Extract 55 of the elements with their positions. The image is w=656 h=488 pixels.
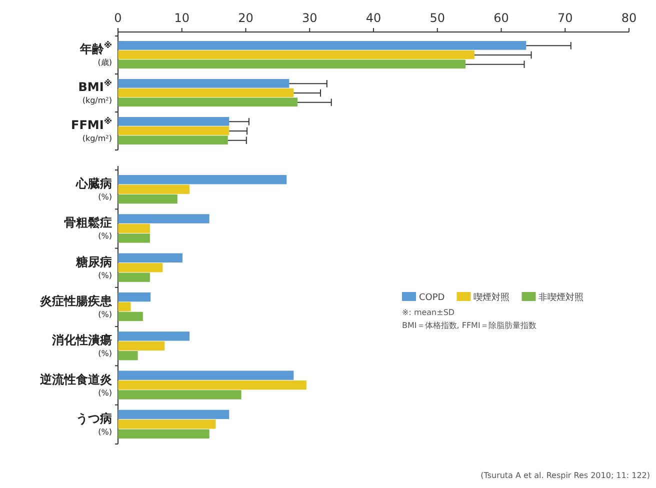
x-tick-label: 50 xyxy=(430,11,446,25)
annotation: ※: mean±SD xyxy=(402,308,455,317)
y-tick-label: 年齢$^{※}$ (歳) xyxy=(78,40,112,67)
bar xyxy=(118,117,230,126)
bar xyxy=(118,312,143,322)
x-tick-label: 60 xyxy=(494,11,509,25)
x-tick-label: 10 xyxy=(174,11,190,25)
bar xyxy=(118,429,210,438)
x-tick-label: 80 xyxy=(621,11,637,25)
bar xyxy=(118,41,526,50)
bar xyxy=(118,126,230,136)
annotation: BMI＝体格指数, FFMI＝除脂肪量指数 xyxy=(402,321,536,330)
bar xyxy=(118,234,150,243)
x-tick-label: 70 xyxy=(557,11,573,25)
bar xyxy=(118,194,178,204)
bar xyxy=(118,341,165,350)
bar xyxy=(118,410,230,420)
x-tick-label: 40 xyxy=(366,11,382,25)
bar xyxy=(118,420,216,429)
y-tick-label: BMI$^{※}$ (kg/m²) xyxy=(78,78,112,105)
y-tick-label: 骨粗鬆症 (%) xyxy=(64,216,112,241)
bar xyxy=(118,136,228,144)
bar xyxy=(118,88,294,98)
bar xyxy=(118,50,474,60)
bar xyxy=(118,253,183,262)
bar xyxy=(118,98,298,106)
bar xyxy=(118,175,287,184)
bar xyxy=(118,370,294,380)
legend-label: COPD xyxy=(419,293,445,303)
bar xyxy=(118,302,131,312)
y-tick-label: 逆流性食道炎 (%) xyxy=(39,372,113,398)
bar xyxy=(118,79,290,88)
bar xyxy=(118,292,151,302)
bar xyxy=(118,214,210,224)
y-tick-label: 心臓病 (%) xyxy=(75,176,112,202)
bar xyxy=(118,184,190,194)
text: (Tsuruta A et al. Respir Res 2010; 11: 122) xyxy=(480,471,650,480)
bar xyxy=(118,272,150,282)
x-tick-label: 0 xyxy=(114,11,122,25)
y-tick-label: 消化性潰瘍 (%) xyxy=(51,333,112,358)
bar xyxy=(118,60,466,68)
bar xyxy=(118,224,150,234)
y-tick-label: 糖尿病 (%) xyxy=(75,254,112,280)
y-tick-label: うつ病 (%) xyxy=(76,411,112,436)
bar xyxy=(118,332,190,341)
legend-label: 喫煙対照 xyxy=(474,292,510,303)
x-tick-label: 30 xyxy=(302,11,318,25)
y-tick-label: 炎症性腸疾患 (%) xyxy=(40,294,113,319)
y-tick-label: FFMI$^{※}$ (kg/m²) xyxy=(71,116,112,143)
bar xyxy=(118,380,306,390)
legend-label: 非喫煙対照 xyxy=(538,292,584,303)
x-tick-label: 20 xyxy=(238,11,254,25)
bar xyxy=(118,390,242,400)
bar xyxy=(118,351,138,360)
bar xyxy=(118,263,163,272)
